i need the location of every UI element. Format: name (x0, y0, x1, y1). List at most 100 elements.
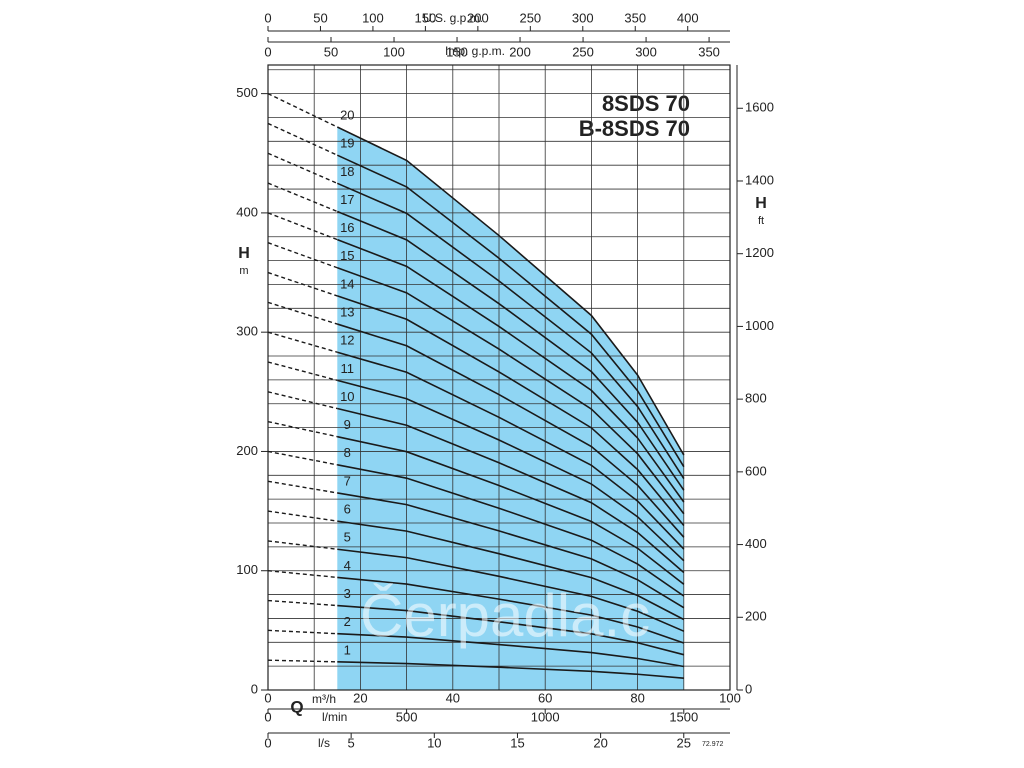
curve-extrapolated (267, 92, 338, 128)
curve (337, 464, 685, 597)
operating-area (337, 127, 684, 691)
secondary-axis-label: l/min (322, 710, 347, 724)
secondary-tick-label: 0 (264, 10, 271, 25)
curve-label: 4 (344, 558, 351, 573)
curve-label: 11 (341, 361, 355, 376)
curve (337, 323, 685, 538)
secondary-tick-label: 500 (396, 709, 418, 724)
curve (337, 238, 685, 503)
curve-label: 3 (344, 586, 351, 601)
curve-label: 18 (340, 164, 354, 179)
secondary-tick-label: 400 (677, 10, 699, 25)
curve-label: 14 (340, 276, 354, 291)
curve (336, 154, 685, 468)
y2-tick-label: 1400 (745, 172, 774, 187)
y2-tick-label: 400 (745, 536, 767, 551)
curve-extrapolated (267, 152, 338, 184)
curve (337, 295, 685, 527)
secondary-tick-label: 350 (698, 44, 720, 59)
curve (336, 182, 685, 479)
y-tick-label: 300 (236, 324, 258, 339)
curve (337, 267, 685, 515)
secondary-tick-label: 1500 (669, 709, 698, 724)
y2-tick-label: 1000 (745, 318, 774, 333)
y-tick-label: 500 (236, 85, 258, 100)
secondary-tick-label: 100 (362, 10, 384, 25)
curve (337, 576, 685, 644)
secondary-tick-label: 250 (519, 10, 541, 25)
secondary-tick-label: 250 (572, 44, 594, 59)
secondary-tick-label: 200 (509, 44, 531, 59)
x-tick-label: 80 (630, 690, 644, 705)
secondary-axis-label: U.S. g.p.m. (423, 11, 483, 25)
curve-label: 1 (344, 642, 351, 657)
y-tick-label: 100 (236, 562, 258, 577)
y2-tick-label: 1600 (745, 100, 774, 115)
secondary-tick-label: 0 (264, 44, 271, 59)
secondary-tick-label: 350 (624, 10, 646, 25)
curve-label: 2 (344, 614, 351, 629)
curve-extrapolated (267, 212, 338, 241)
curve-label: 13 (340, 305, 354, 320)
curve-extrapolated (267, 420, 338, 438)
curve-extrapolated (267, 599, 338, 607)
curve-label: 19 (340, 136, 354, 151)
curve-extrapolated (267, 510, 338, 522)
x-axis-unit: m³/h (312, 692, 336, 706)
y-tick-label: 200 (236, 443, 258, 458)
curve (337, 520, 685, 621)
curve (336, 210, 685, 491)
curve-label: 16 (340, 220, 354, 235)
y2-tick-label: 600 (745, 463, 767, 478)
curve-extrapolated (267, 480, 338, 494)
curve-label: 8 (344, 445, 351, 460)
x-tick-label: 0 (264, 690, 271, 705)
curve (337, 604, 684, 656)
secondary-tick-label: 150 (446, 44, 468, 59)
y2-tick-label: 0 (745, 681, 752, 696)
curve-label: 17 (340, 192, 354, 207)
chart-code: 72.972 (702, 741, 724, 748)
curve-extrapolated (267, 450, 338, 466)
secondary-tick-label: 50 (313, 10, 327, 25)
curve-label: 5 (344, 530, 351, 545)
secondary-tick-label: 200 (467, 10, 489, 25)
curve-extrapolated (267, 659, 338, 663)
curve-label: 10 (340, 389, 354, 404)
y-axis-unit: m (239, 265, 248, 277)
watermark: Čerpadla.c (360, 582, 650, 649)
y2-axis-unit: ft (758, 215, 764, 227)
curve (337, 379, 685, 562)
secondary-tick-label: 0 (264, 709, 271, 724)
secondary-tick-label: 5 (348, 735, 355, 750)
curve (337, 632, 684, 668)
secondary-tick-label: 0 (264, 735, 271, 750)
curve-extrapolated (267, 242, 338, 269)
curve-extrapolated (267, 570, 338, 579)
chart-title: 8SDS 70 (602, 91, 690, 116)
curve-label: 7 (344, 473, 351, 488)
curve-extrapolated (267, 361, 338, 382)
x-tick-label: 40 (446, 690, 460, 705)
y-axis-label: H (238, 245, 250, 262)
curve (337, 435, 685, 585)
y-tick-label: 400 (236, 204, 258, 219)
secondary-tick-label: 1000 (531, 709, 560, 724)
curve-extrapolated (267, 629, 338, 635)
curve-label: 6 (344, 502, 351, 517)
curve (337, 548, 685, 632)
secondary-tick-label: 20 (593, 735, 607, 750)
secondary-tick-label: 15 (510, 735, 524, 750)
curve (337, 351, 685, 550)
curve-extrapolated (267, 540, 338, 550)
secondary-axis-label: l/s (318, 736, 330, 750)
curve-label: 12 (340, 333, 354, 348)
secondary-tick-label: 50 (324, 44, 338, 59)
curve (336, 126, 685, 456)
curve-label: 15 (340, 248, 354, 263)
y-tick-label: 0 (251, 681, 258, 696)
curve-extrapolated (267, 182, 338, 213)
plot-frame (267, 64, 731, 691)
curve-extrapolated (267, 391, 338, 410)
